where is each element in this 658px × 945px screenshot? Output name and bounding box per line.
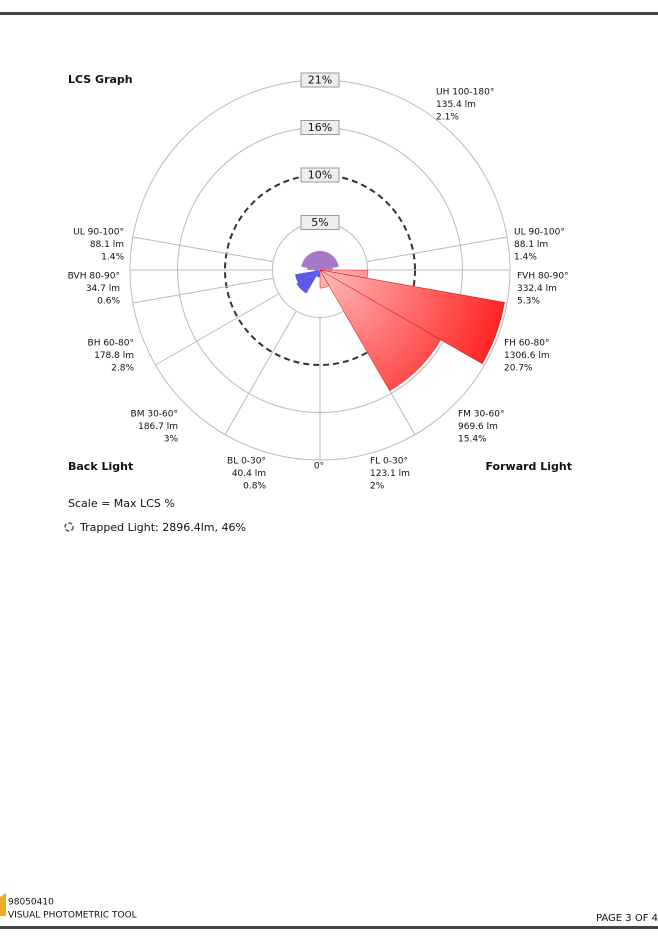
zone-label: 2%: [370, 482, 385, 492]
zone-label: 20.7%: [504, 364, 533, 374]
back-label: Back Light: [68, 460, 133, 473]
zone-label: 969.6 lm: [458, 422, 498, 432]
ring-label-box: [300, 167, 340, 183]
scale-note: Scale = Max LCS %: [68, 497, 175, 510]
wedge: [319, 269, 330, 289]
ring-label-box: [300, 215, 340, 230]
zone-label: BM 30-60°: [131, 410, 178, 420]
ring-label: 10%: [308, 169, 332, 182]
footer-product: VISUAL PHOTOMETRIC TOOL: [8, 911, 137, 921]
zone-label: FVH 80-90°: [517, 272, 569, 282]
ring-label: 16%: [308, 121, 332, 134]
wedge: [319, 269, 505, 364]
ring-label-box: [300, 120, 340, 135]
zone-label: 1.4%: [101, 253, 124, 263]
zone-label: BVH 80-90°: [68, 272, 120, 282]
zone-label: FM 30-60°: [458, 410, 504, 420]
zone-label: UL 90-100°: [514, 228, 565, 238]
wedge: [320, 267, 333, 270]
zone-line: [224, 310, 297, 435]
labels: UH 100-180° 135.4 lm 2.1% UL 90-100° 88.1 lm…: [68, 88, 569, 492]
ring-label-box: [300, 72, 340, 88]
zone-label: 34.7 lm: [86, 284, 120, 294]
forward-label: Forward Light: [485, 460, 572, 473]
zone-label: FL 0-30°: [370, 457, 408, 467]
nadir-label: 0°: [314, 462, 324, 472]
zone-label: 135.4 lm: [436, 100, 476, 110]
zone-label: 178.8 lm: [94, 351, 134, 361]
wedge: [296, 270, 320, 294]
zone-label: 3%: [164, 435, 179, 445]
zone-label: 5.3%: [517, 297, 540, 307]
zone-line: [366, 236, 508, 263]
wedge: [316, 270, 320, 278]
wedge: [295, 270, 320, 283]
graph-title: LCS Graph: [68, 73, 133, 86]
zone-label: 40.4 lm: [232, 469, 266, 479]
zone-label: 332.4 lm: [517, 284, 557, 294]
wedges: [295, 251, 505, 392]
zone-label: 2.1%: [436, 113, 459, 123]
polar-grid: 5% 10% 16% 21%: [129, 72, 511, 461]
footer-id: 98050410: [8, 898, 54, 908]
bottom-rule: [0, 926, 658, 929]
logo: [0, 893, 6, 916]
zone-line: [132, 236, 274, 263]
zone-label: 1.4%: [514, 253, 537, 263]
zone-label: 1306.6 lm: [504, 351, 550, 361]
zone-label: UH 100-180°: [436, 88, 494, 98]
trapped-note: Trapped Light: 2896.4lm, 46%: [79, 521, 246, 534]
top-rule: [0, 12, 658, 15]
zone-label: 123.1 lm: [370, 469, 410, 479]
zone-label: FH 60-80°: [504, 339, 549, 349]
ring-label: 21%: [308, 74, 332, 87]
page-number: PAGE 3 OF 4: [596, 913, 658, 924]
zone-label: UL 90-100°: [73, 228, 124, 238]
ring-label: 5%: [311, 216, 328, 229]
trapped-icon: [64, 522, 74, 532]
zone-line: [132, 277, 274, 304]
wedge: [314, 270, 320, 271]
zone-label: 2.8%: [111, 364, 134, 374]
zone-label: 0.8%: [243, 482, 266, 492]
zone-line: [155, 293, 280, 366]
zone-label: 88.1 lm: [514, 240, 548, 250]
zone-label: BH 60-80°: [88, 339, 134, 349]
zone-label: 88.1 lm: [90, 240, 124, 250]
zone-label: 186.7 lm: [138, 422, 178, 432]
wedge: [319, 269, 442, 392]
zone-label: 15.4%: [458, 435, 487, 445]
wedge: [301, 251, 339, 270]
wedge: [307, 267, 320, 270]
zone-label: BL 0-30°: [227, 457, 266, 467]
zone-label: 0.6%: [97, 297, 120, 307]
